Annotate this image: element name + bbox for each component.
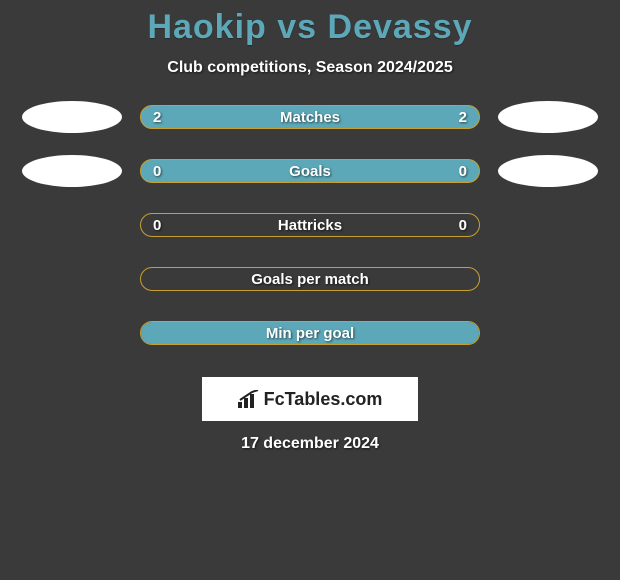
- stat-bar-matches: 2 Matches 2: [140, 105, 480, 129]
- stat-row-mpg: Min per goal: [0, 317, 620, 349]
- date: 17 december 2024: [241, 435, 379, 453]
- stat-label: Hattricks: [278, 217, 342, 234]
- spacer: [22, 263, 122, 295]
- stat-bar-goals: 0 Goals 0: [140, 159, 480, 183]
- spacer: [22, 209, 122, 241]
- spacer: [498, 317, 598, 349]
- player-right-oval: [498, 101, 598, 133]
- stat-left-value: 2: [153, 109, 161, 126]
- stat-bar-gpm: Goals per match: [140, 267, 480, 291]
- stat-row-hattricks: 0 Hattricks 0: [0, 209, 620, 241]
- stat-label: Goals: [289, 163, 331, 180]
- stat-label: Matches: [280, 109, 340, 126]
- subtitle: Club competitions, Season 2024/2025: [167, 59, 452, 77]
- stat-right-value: 0: [459, 163, 467, 180]
- spacer: [498, 209, 598, 241]
- stat-left-value: 0: [153, 217, 161, 234]
- logo: FcTables.com: [238, 389, 383, 410]
- stat-right-value: 0: [459, 217, 467, 234]
- logo-box[interactable]: FcTables.com: [202, 377, 418, 421]
- stat-bar-hattricks: 0 Hattricks 0: [140, 213, 480, 237]
- stat-left-value: 0: [153, 163, 161, 180]
- player-left-oval: [22, 101, 122, 133]
- spacer: [22, 317, 122, 349]
- player-right-oval: [498, 155, 598, 187]
- stat-row-goals: 0 Goals 0: [0, 155, 620, 187]
- stat-label: Goals per match: [251, 271, 369, 288]
- page-title: Haokip vs Devassy: [147, 8, 472, 47]
- stat-row-gpm: Goals per match: [0, 263, 620, 295]
- player-left-oval: [22, 155, 122, 187]
- chart-icon: [238, 390, 260, 408]
- spacer: [498, 263, 598, 295]
- stat-label: Min per goal: [266, 325, 354, 342]
- stat-row-matches: 2 Matches 2: [0, 101, 620, 133]
- stat-right-value: 2: [459, 109, 467, 126]
- stat-bar-mpg: Min per goal: [140, 321, 480, 345]
- logo-text: FcTables.com: [264, 389, 383, 410]
